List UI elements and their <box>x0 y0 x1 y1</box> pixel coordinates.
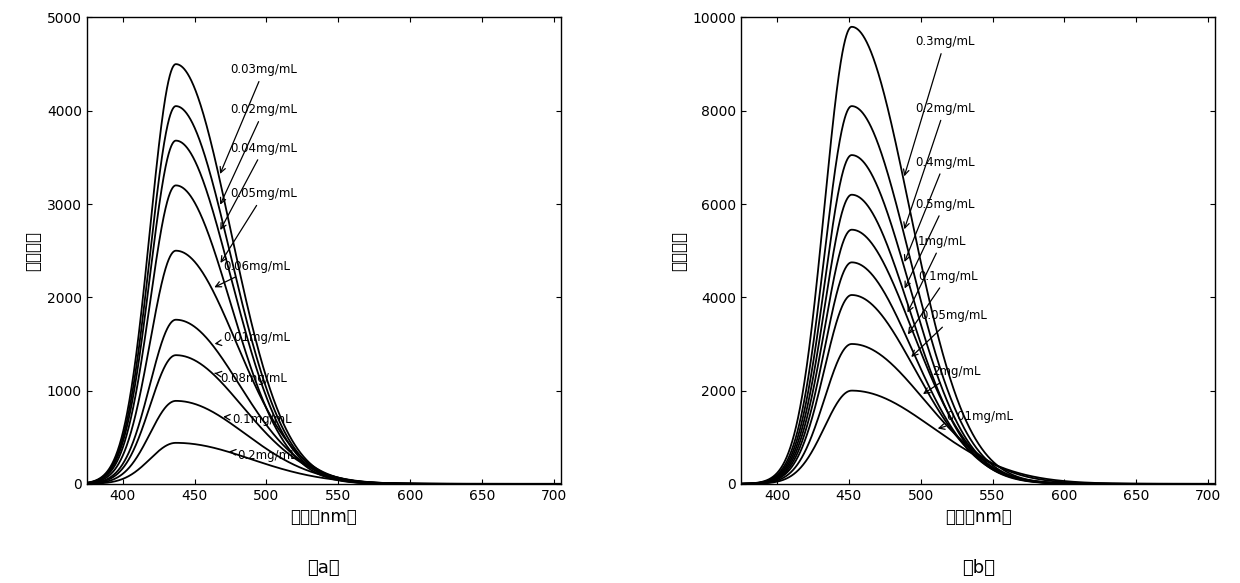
Y-axis label: 荧光强度: 荧光强度 <box>670 231 688 271</box>
Text: 0.01mg/mL: 0.01mg/mL <box>939 410 1013 429</box>
Text: 0.3mg/mL: 0.3mg/mL <box>904 35 975 175</box>
Text: （a）: （a） <box>308 559 340 577</box>
Text: 0.05mg/mL: 0.05mg/mL <box>221 187 298 262</box>
Text: 0.2mg/mL: 0.2mg/mL <box>231 449 298 462</box>
Text: （b）: （b） <box>962 559 994 577</box>
Text: 0.08mg/mL: 0.08mg/mL <box>215 371 288 385</box>
Y-axis label: 荧光强度: 荧光强度 <box>25 231 42 271</box>
Text: 0.2mg/mL: 0.2mg/mL <box>904 102 975 228</box>
Text: 0.06mg/mL: 0.06mg/mL <box>216 260 290 287</box>
Text: 0.4mg/mL: 0.4mg/mL <box>904 156 975 261</box>
Text: 1mg/mL: 1mg/mL <box>908 235 966 311</box>
Text: 0.03mg/mL: 0.03mg/mL <box>221 63 298 173</box>
Text: 0.02mg/mL: 0.02mg/mL <box>221 103 298 203</box>
Text: 0.1mg/mL: 0.1mg/mL <box>909 270 977 333</box>
Text: 0.1mg/mL: 0.1mg/mL <box>224 413 291 426</box>
X-axis label: 波长（nm）: 波长（nm） <box>290 508 357 526</box>
Text: 0.05mg/mL: 0.05mg/mL <box>913 310 987 356</box>
Text: 0.04mg/mL: 0.04mg/mL <box>221 142 298 229</box>
Text: 2mg/mL: 2mg/mL <box>924 366 981 394</box>
Text: 0.5mg/mL: 0.5mg/mL <box>905 198 975 287</box>
X-axis label: 波长（nm）: 波长（nm） <box>945 508 1012 526</box>
Text: 0.01mg/mL: 0.01mg/mL <box>216 331 290 346</box>
